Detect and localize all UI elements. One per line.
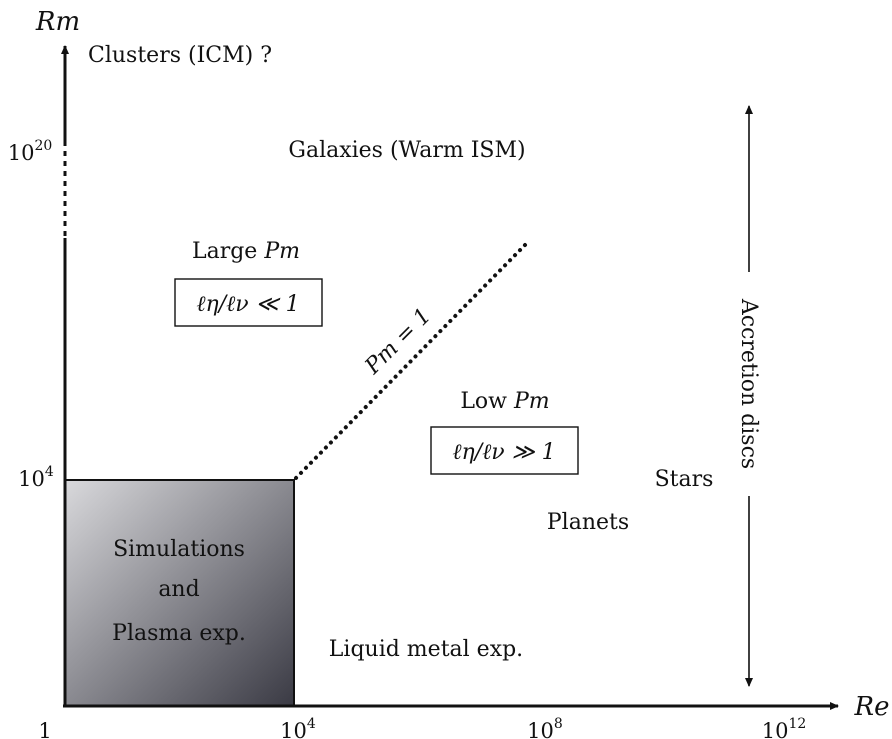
y-tick-label: 104 [18, 464, 54, 491]
low-pm-label: Low Pm [460, 389, 549, 414]
x-tick-label: 108 [527, 716, 563, 739]
pm-equals-one-label: Pm = 1 [360, 304, 436, 380]
x-tick-label: 104 [280, 716, 316, 739]
y-tick-label: 1020 [8, 138, 53, 165]
x-axis-title: Re [854, 692, 890, 722]
large-pm-box [174, 278, 323, 327]
clusters-label: Clusters (ICM) ? [88, 43, 272, 68]
x-tick-label: 1012 [762, 716, 807, 739]
low-pm-ratio: ℓη/ℓν ≫ 1 [452, 440, 555, 465]
low-pm-box [430, 426, 579, 475]
large-pm-label: Large Pm [192, 239, 300, 264]
galaxies-label: Galaxies (Warm ISM) [288, 138, 525, 163]
liquid-metal-label: Liquid metal exp. [329, 637, 523, 662]
y-axis-title: Rm [35, 7, 80, 37]
sim-line-1: Simulations [113, 537, 245, 562]
sim-line-3: Plasma exp. [112, 621, 246, 646]
x-tick-label: 1 [38, 719, 51, 739]
planets-label: Planets [547, 510, 629, 535]
accretion-discs-label: Accretion discs [736, 298, 761, 469]
pm-equals-one-line [294, 242, 528, 480]
sim-line-2: and [158, 577, 199, 602]
large-pm-ratio: ℓη/ℓν ≪ 1 [196, 292, 299, 317]
stars-label: Stars [655, 467, 714, 492]
simulations-region [64, 479, 295, 707]
